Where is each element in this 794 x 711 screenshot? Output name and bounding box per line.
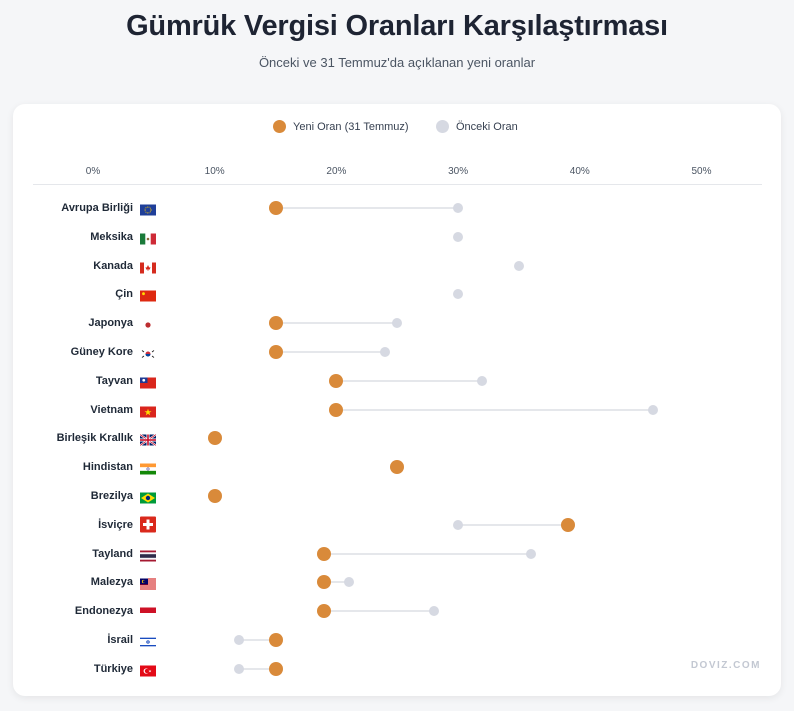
x-tick-label: 40% (569, 166, 590, 177)
legend-item-new[interactable]: Yeni Oran (31 Temmuz) (273, 120, 409, 133)
old-rate-point[interactable] (526, 548, 537, 559)
connector-line (324, 581, 349, 584)
legend-item-old[interactable]: Önceki Oran (436, 120, 518, 133)
connector-line (275, 322, 398, 325)
category-label: İsviçre (98, 518, 133, 531)
category-label: Türkiye (93, 662, 133, 675)
malaysia-flag-icon (140, 577, 156, 590)
india-flag-icon (140, 462, 156, 475)
old-rate-point[interactable] (234, 635, 245, 645)
category-label: İsrail (107, 634, 133, 646)
connector-line (239, 639, 276, 641)
eu-flag-icon (140, 203, 156, 216)
taiwan-flag-icon (140, 375, 156, 389)
category-label: Güney Kore (70, 346, 133, 358)
old-rate-point[interactable] (234, 663, 245, 674)
connector-line (239, 667, 276, 670)
new-rate-point[interactable] (268, 201, 283, 215)
vietnam-flag-icon (140, 404, 156, 418)
old-rate-point[interactable] (453, 289, 464, 300)
category-label: Kanada (93, 259, 133, 272)
old-rate-point[interactable] (513, 260, 524, 271)
category-label: Çin (115, 288, 133, 301)
legend-label-new: Yeni Oran (31 Temmuz) (293, 120, 409, 133)
x-tick-label: 50% (691, 166, 712, 177)
old-rate-point[interactable] (453, 231, 464, 242)
x-tick-label: 30% (448, 166, 469, 177)
x-tick-label: 20% (326, 166, 347, 177)
x-tick-label: 10% (204, 166, 225, 177)
connector-line (275, 207, 459, 209)
old-rate-point[interactable] (453, 203, 464, 213)
page-title: Gümrük Vergisi Oranları Karşılaştırması (126, 10, 668, 42)
japan-flag-icon (140, 318, 156, 329)
page-subtitle: Önceki ve 31 Temmuz'da açıklanan yeni or… (258, 55, 536, 70)
chart-card (13, 104, 781, 696)
category-label: Avrupa Birliği (61, 202, 133, 214)
old-rate-point[interactable] (453, 519, 464, 530)
connector-line (324, 610, 434, 613)
category-label: Tayland (92, 547, 133, 560)
new-rate-point[interactable] (207, 431, 222, 446)
switzerland-flag-icon (140, 516, 156, 533)
thailand-flag-icon (140, 548, 156, 562)
china-flag-icon (140, 289, 156, 302)
new-rate-point[interactable] (317, 575, 332, 590)
old-rate-point[interactable] (380, 347, 391, 357)
old-rate-point[interactable] (647, 404, 658, 415)
new-rate-point[interactable] (390, 460, 405, 475)
turkey-flag-icon (140, 663, 156, 677)
connector-line (324, 552, 532, 555)
category-label: Tayvan (95, 374, 133, 387)
old-rate-point[interactable] (428, 606, 439, 617)
uk-flag-icon (139, 433, 157, 447)
israel-flag-icon (140, 635, 156, 648)
category-label: Vietnam (90, 403, 133, 416)
new-rate-point[interactable] (268, 316, 283, 331)
legend-dot-new (273, 120, 286, 133)
new-rate-point[interactable] (268, 661, 283, 676)
x-axis-line (33, 184, 762, 185)
category-label: Hindistan (82, 461, 133, 474)
new-rate-point[interactable] (268, 345, 283, 359)
old-rate-point[interactable] (392, 318, 403, 329)
category-label: Birleşik Krallık (56, 432, 133, 445)
x-tick-label: 0% (85, 166, 101, 177)
new-rate-point[interactable] (560, 517, 575, 532)
new-rate-point[interactable] (329, 402, 344, 417)
legend-dot-old (436, 120, 449, 133)
old-rate-point[interactable] (477, 375, 488, 386)
chart-legend: Yeni Oran (31 Temmuz) Önceki Oran (0, 120, 794, 140)
category-label: Endonezya (74, 605, 133, 618)
legend-label-old: Önceki Oran (456, 120, 518, 133)
brazil-flag-icon (140, 491, 156, 504)
new-rate-point[interactable] (317, 604, 332, 619)
indonesia-flag-icon (140, 606, 156, 619)
old-rate-point[interactable] (343, 577, 354, 588)
category-label: Malezya (90, 576, 133, 589)
connector-line (275, 351, 386, 353)
watermark: DOVIZ.COM (690, 660, 761, 671)
new-rate-point[interactable] (268, 633, 283, 647)
category-label: Brezilya (90, 490, 133, 502)
connector-line (336, 379, 483, 382)
category-label: Japonya (88, 317, 133, 330)
new-rate-point[interactable] (329, 373, 344, 388)
connector-line (336, 408, 653, 411)
connector-line (458, 523, 568, 526)
new-rate-point[interactable] (207, 489, 222, 503)
category-label: Meksika (90, 230, 133, 243)
mexico-flag-icon (140, 231, 156, 245)
new-rate-point[interactable] (317, 546, 332, 561)
canada-flag-icon (140, 260, 156, 274)
south-korea-flag-icon (140, 347, 156, 360)
